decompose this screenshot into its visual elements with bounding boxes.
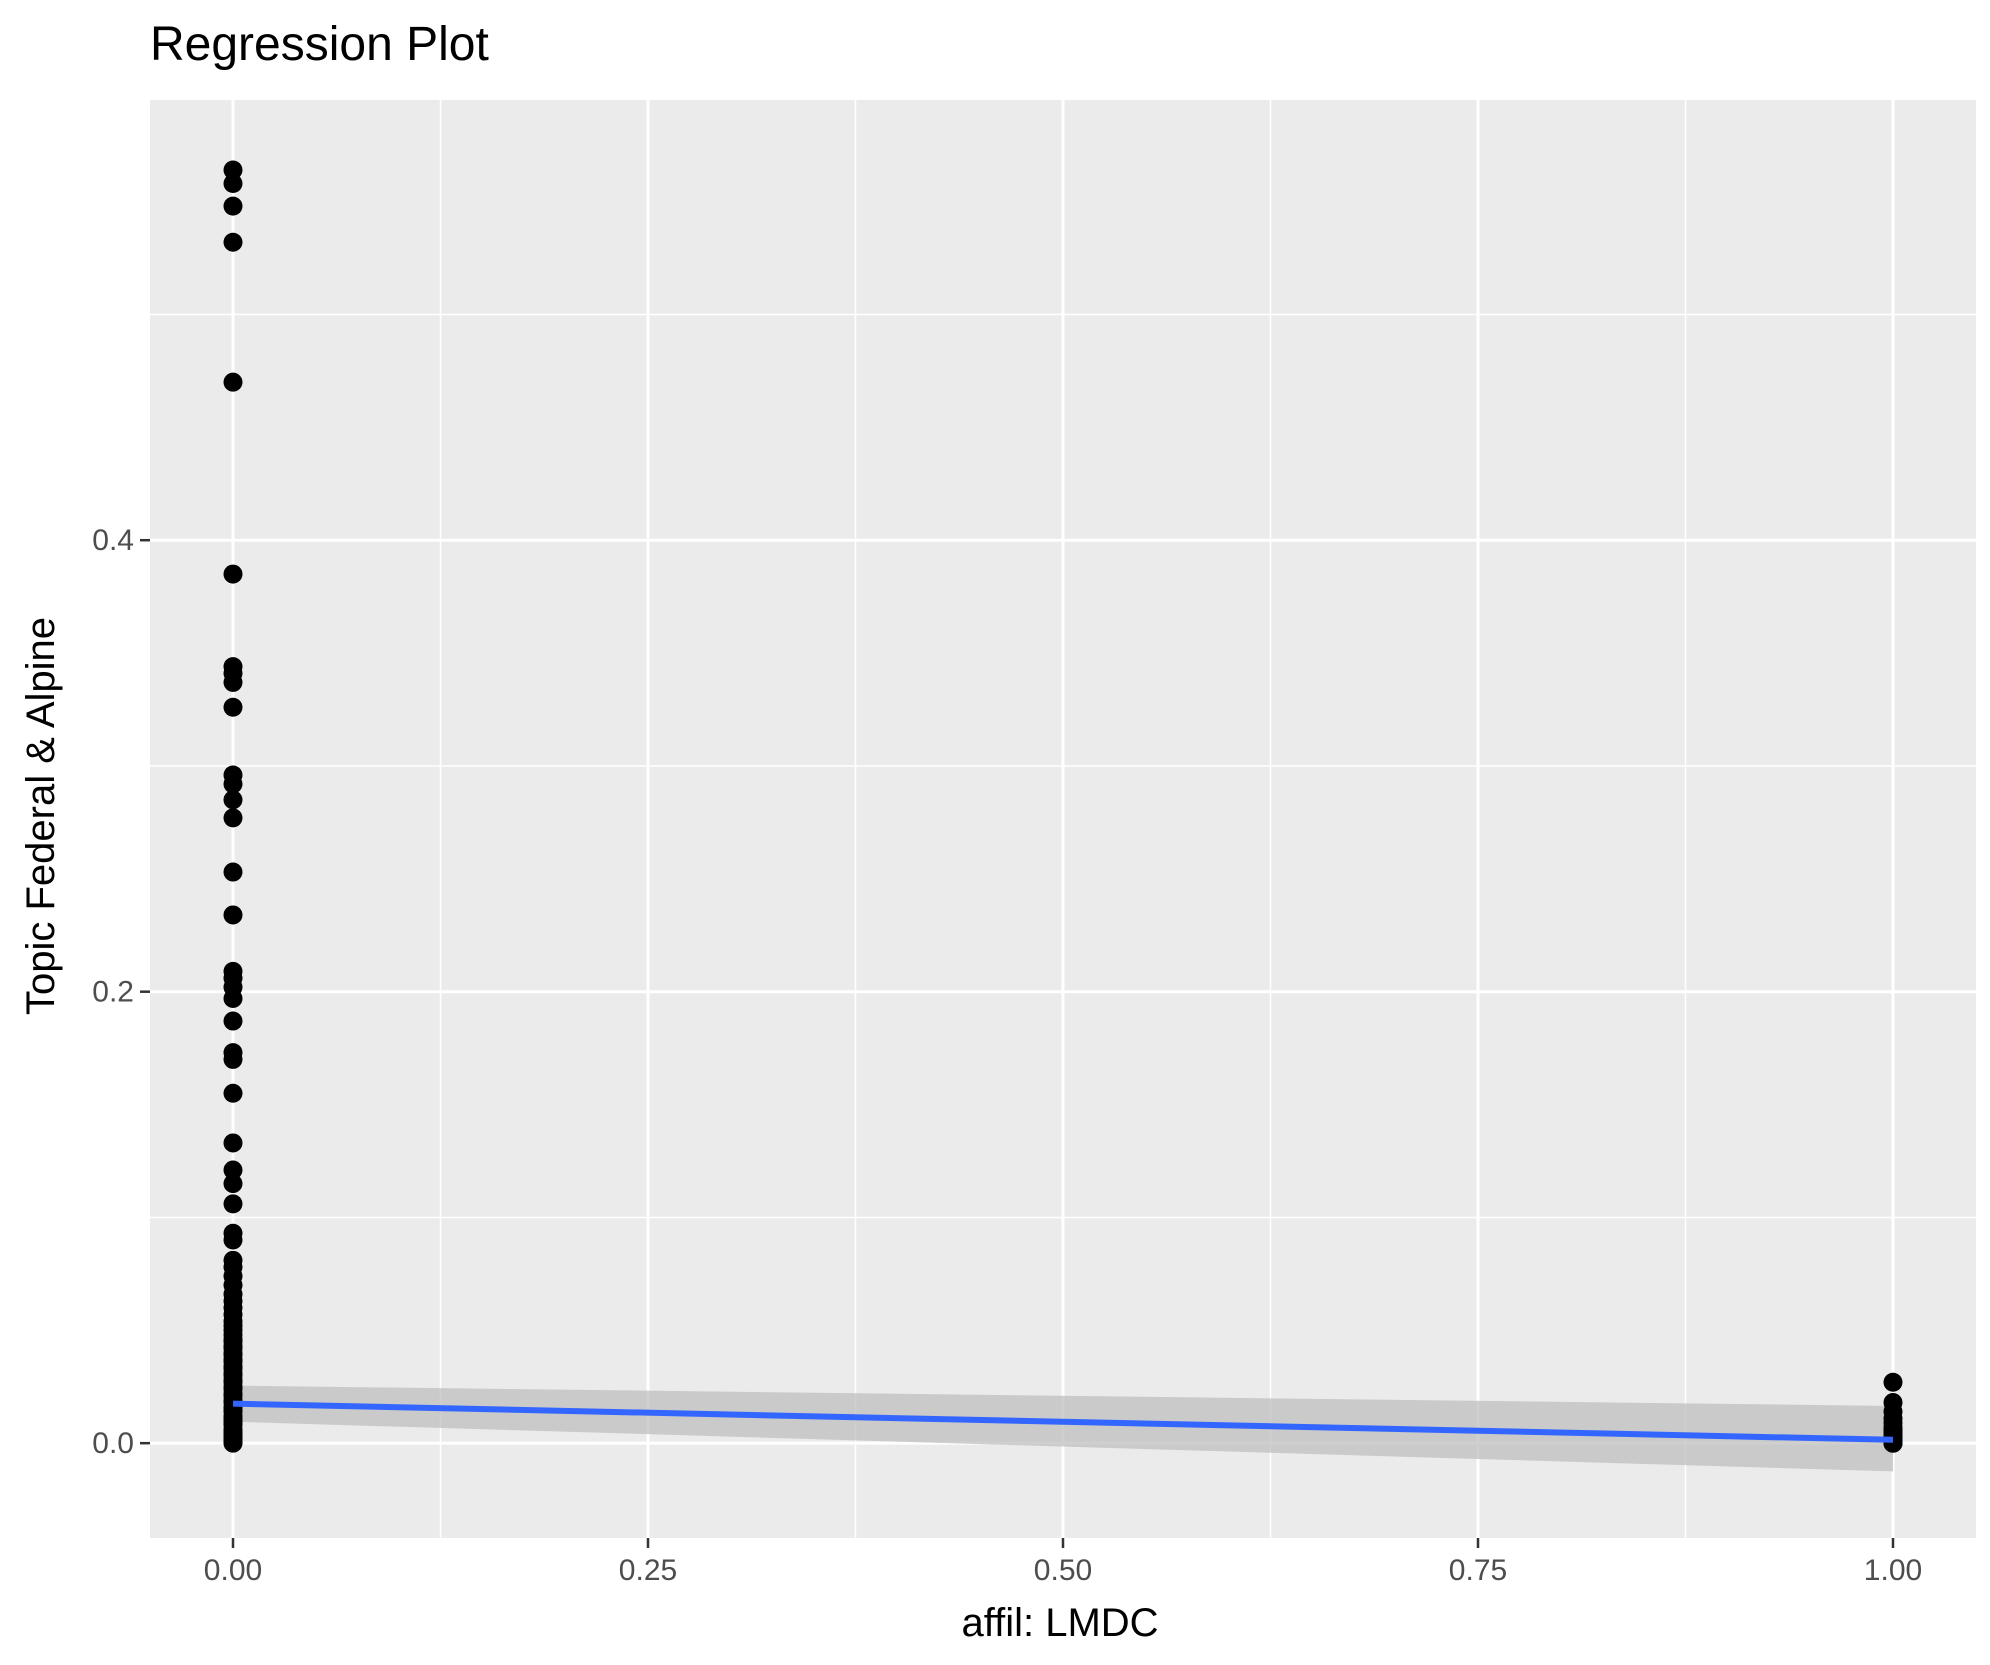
data-point (223, 862, 243, 882)
y-tick-label: 0.2 (92, 976, 134, 1009)
data-point (223, 1291, 243, 1311)
data-point (223, 1011, 243, 1031)
data-point (223, 1343, 243, 1363)
data-point (223, 1083, 243, 1103)
data-point (223, 1370, 243, 1390)
data-point (223, 160, 243, 180)
data-point (223, 790, 243, 810)
data-point (223, 1194, 243, 1214)
data-point (223, 1174, 243, 1194)
x-tick-label: 0.50 (1034, 1554, 1092, 1587)
data-point (223, 1160, 243, 1180)
data-point (223, 774, 243, 794)
x-tick-label: 0.75 (1449, 1554, 1507, 1587)
regression-line (232, 1400, 1894, 1443)
data-point (223, 1384, 243, 1404)
data-point (223, 1133, 243, 1153)
data-point (223, 174, 243, 194)
confidence-band (233, 1385, 1893, 1472)
data-point (223, 905, 243, 925)
data-point (223, 1329, 243, 1349)
x-tick-label: 0.00 (204, 1554, 262, 1587)
data-point (223, 1230, 243, 1250)
data-point (223, 232, 243, 252)
data-point (223, 697, 243, 717)
data-point (223, 1311, 243, 1331)
data-points (223, 160, 1903, 1453)
data-point (223, 372, 243, 392)
data-point (223, 988, 243, 1008)
data-point (223, 1432, 243, 1452)
data-point (223, 672, 243, 692)
data-point (223, 196, 243, 216)
y-tick-label: 0.0 (92, 1427, 134, 1460)
data-point (223, 808, 243, 828)
data-point (223, 1049, 243, 1069)
chart-title: Regression Plot (150, 18, 489, 71)
data-point (1883, 1433, 1903, 1453)
x-tick-label: 1.00 (1864, 1554, 1922, 1587)
y-axis: 0.0 0.2 0.4 (92, 524, 150, 1460)
y-tick-label: 0.4 (92, 524, 134, 557)
data-point (1883, 1372, 1903, 1392)
data-point (223, 1356, 243, 1376)
data-point (223, 564, 243, 584)
y-axis-title: Topic Federal & Alpine (19, 617, 63, 1015)
x-tick-label: 0.25 (619, 1554, 677, 1587)
x-axis-title: affil: LMDC (961, 1601, 1158, 1645)
x-axis: 0.00 0.25 0.50 0.75 1.00 (204, 1538, 1922, 1587)
